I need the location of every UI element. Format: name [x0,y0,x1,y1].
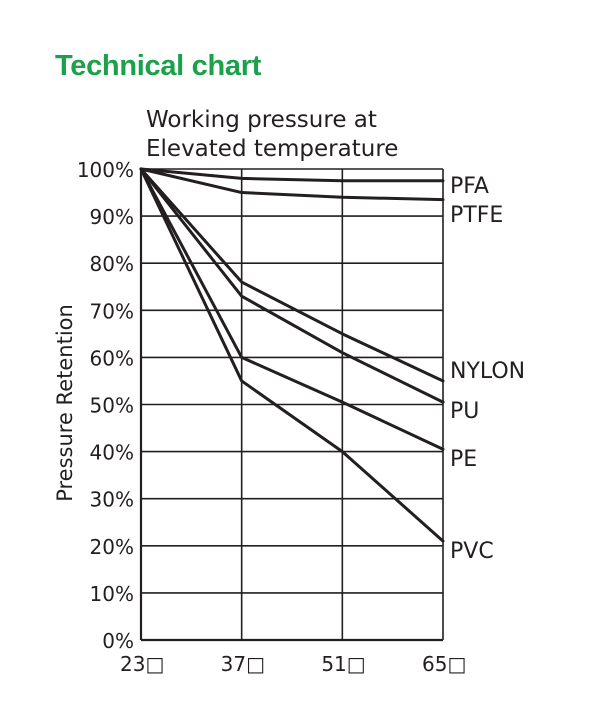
y-axis-label: Pressure Retention [53,304,77,502]
y-tick-label: 20% [90,535,134,559]
x-tick-label: 37□ [221,652,265,676]
series-line-pfa [139,167,445,183]
y-tick-label: 70% [90,299,134,323]
page-title: Technical chart [55,50,262,82]
y-tick-label: 0% [102,629,134,653]
x-tick-label: 23□ [120,652,164,676]
series-label-pfa: PFA [450,174,489,199]
series-line-pvc [139,167,445,543]
chart-subtitle-line-1: Working pressure at [146,107,377,133]
series-line-pe [139,167,445,451]
y-tick-labels: 0% 10% 20% 30% 40% 50% 60% 70% 80% 90% 100% [77,158,134,653]
x-tick-labels: 23□ 37□ 51□ 65□ [120,652,466,676]
series-label-pu: PU [450,399,479,424]
chart-subtitle-line-2: Elevated temperature [146,136,399,162]
series-label-nylon: NYLON [450,359,525,384]
grid [141,168,444,640]
y-tick-label: 40% [90,441,134,465]
series-label-ptfe: PTFE [450,203,503,228]
series-line-nylon [139,167,445,383]
series-label-pe: PE [450,447,477,472]
y-tick-label: 10% [90,582,134,606]
series-line-ptfe [139,167,445,202]
series-label-pvc: PVC [450,539,494,564]
axes [139,169,443,642]
series-line-pu [139,167,445,404]
x-tick-label: 51□ [321,652,365,676]
y-tick-label: 90% [90,205,134,229]
chart-subtitle: Working pressure at Elevated temperature [146,106,398,164]
x-tick-label: 65□ [422,652,466,676]
series-labels: PFA PTFE NYLON PU PE PVC [450,174,525,564]
y-tick-label: 80% [90,252,134,276]
y-tick-label: 30% [90,488,134,512]
series-lines [139,167,445,543]
y-tick-label: 50% [90,394,134,418]
y-tick-label: 60% [90,346,134,370]
y-tick-label: 100% [77,158,134,182]
